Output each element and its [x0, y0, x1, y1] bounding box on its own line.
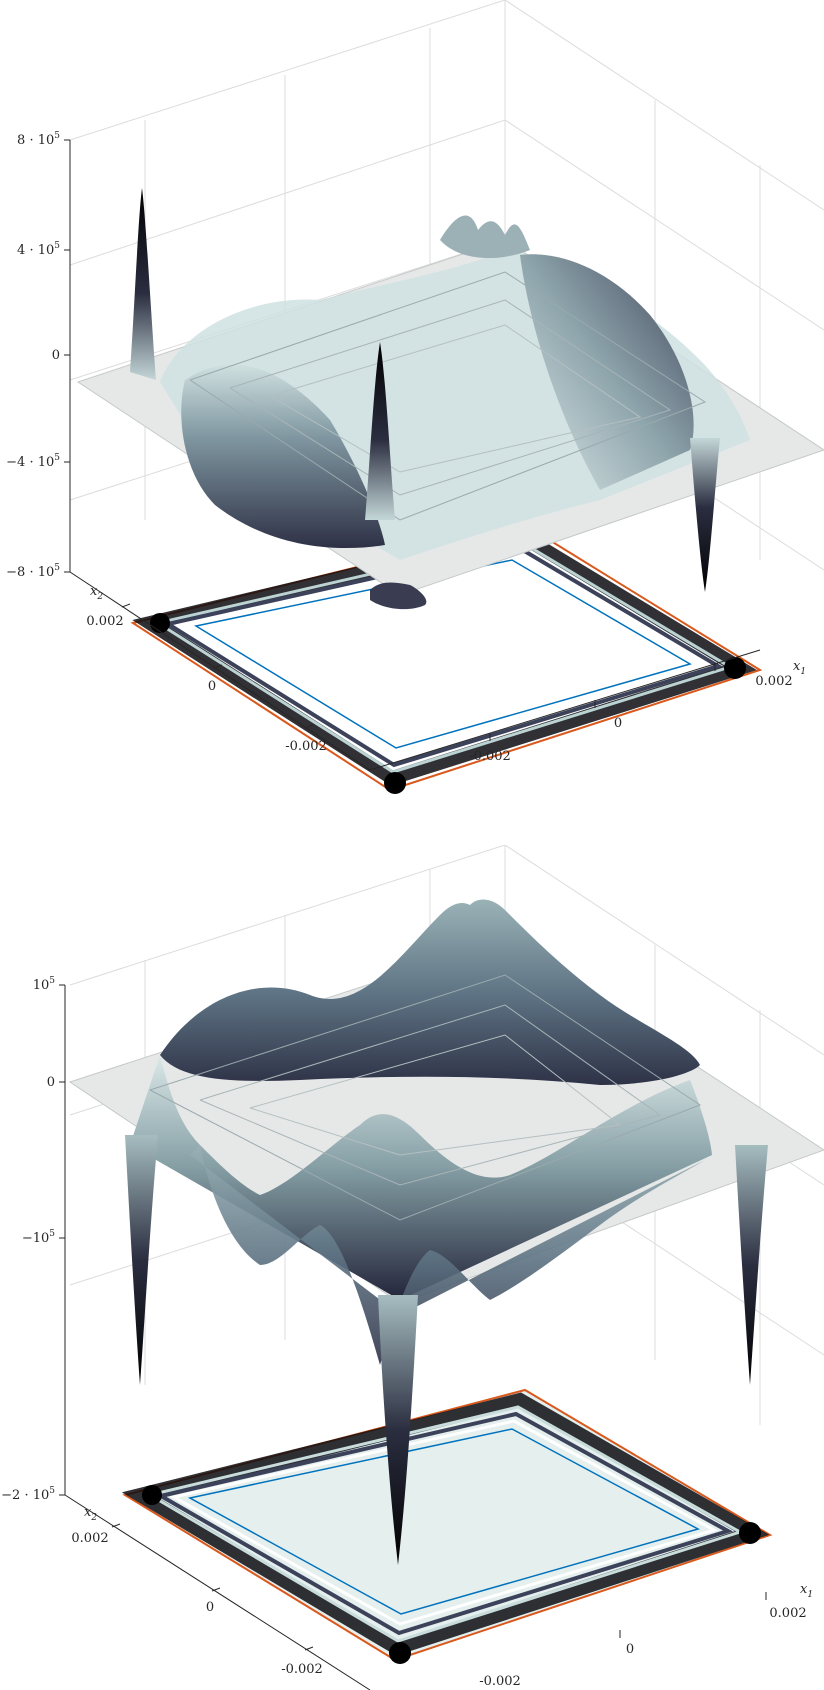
x2-tick-label: 0 [208, 679, 216, 694]
surface-plot-top: 8 · 105 4 · 105 0 −4 · 105 −8 · 105 0.00… [6, 0, 824, 794]
z-tick-label: 8 · 105 [17, 131, 60, 148]
surface-plot-bottom: 105 0 −105 −2 · 105 0.002 0 -0.002 -0.00… [1, 845, 824, 1690]
z-tick-label: −105 [22, 1229, 55, 1246]
z-tick-labels: 8 · 105 4 · 105 0 −4 · 105 −8 · 105 [6, 131, 60, 580]
x1-tick-label: 0.002 [769, 1606, 806, 1621]
z-tick-label: −2 · 105 [1, 1486, 55, 1503]
x1-tick-label: -0.002 [469, 749, 511, 764]
x1-tick-label: 0 [626, 1642, 634, 1657]
z-tick-label: −8 · 105 [6, 563, 60, 580]
axes [59, 984, 767, 1690]
x1-tick-labels: -0.002 0 0.002 [479, 1606, 806, 1689]
x2-tick-label: 0 [206, 1600, 214, 1615]
x1-tick-label: -0.002 [479, 1674, 521, 1689]
x1-tick-label: 0 [614, 716, 622, 731]
x2-axis-label: x2 [84, 1505, 97, 1523]
spikes [125, 1135, 768, 1565]
z-tick-label: 0 [52, 348, 60, 363]
x1-axis-label: x1 [800, 1582, 813, 1600]
x2-tick-label: 0.002 [71, 1531, 108, 1546]
x1-axis-label: x1 [793, 659, 806, 677]
spikes [130, 188, 720, 592]
surface [68, 899, 824, 1365]
x2-tick-labels: 0.002 0 -0.002 [86, 614, 326, 754]
z-tick-labels: 105 0 −105 −2 · 105 [1, 976, 55, 1503]
x2-axis-label: x2 [90, 584, 103, 602]
contour-floor [121, 1388, 773, 1664]
z-tick-label: 0 [47, 1075, 55, 1090]
x2-tick-label: 0.002 [86, 614, 123, 629]
x2-tick-label: -0.002 [285, 739, 327, 754]
x2-tick-label: -0.002 [281, 1662, 323, 1677]
x2-tick-labels: 0.002 0 -0.002 [71, 1531, 322, 1677]
z-tick-label: 4 · 105 [17, 241, 60, 258]
x1-tick-label: 0.002 [755, 674, 792, 689]
x1-tick-labels: -0.002 0 0.002 [469, 674, 792, 764]
z-tick-label: −4 · 105 [6, 453, 60, 470]
surface [76, 215, 824, 610]
axes [64, 139, 761, 771]
z-tick-label: 105 [33, 976, 56, 993]
